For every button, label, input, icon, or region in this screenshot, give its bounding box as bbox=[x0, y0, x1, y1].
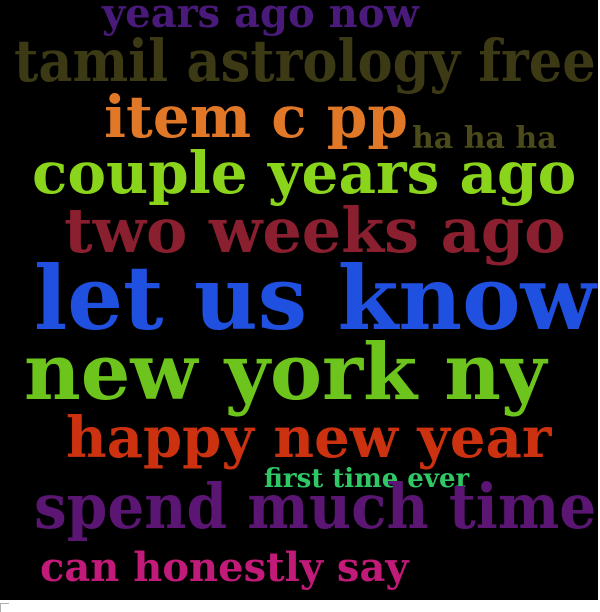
word-item-c-pp: item c pp bbox=[104, 83, 408, 151]
corner-mark bbox=[0, 603, 9, 612]
word-couple-years-ago: couple years ago bbox=[32, 139, 577, 207]
word-years-ago-now: years ago now bbox=[102, 0, 419, 37]
word-let-us-know: let us know bbox=[34, 246, 597, 350]
word-first-time-ever: first time ever bbox=[264, 464, 470, 494]
word-ha-ha-ha: ha ha ha bbox=[412, 121, 557, 156]
word-tamil-astrology-free: tamil astrology free bbox=[14, 27, 596, 95]
word-spend-much-time: spend much time bbox=[34, 470, 597, 543]
word-new-york-ny: new york ny bbox=[24, 327, 547, 418]
word-cloud-canvas: years ago now tamil astrology free item … bbox=[0, 0, 598, 600]
bottom-white-strip bbox=[0, 600, 600, 612]
word-happy-new-year: happy new year bbox=[66, 405, 552, 471]
word-two-weeks-ago: two weeks ago bbox=[64, 194, 566, 267]
word-can-honestly-say: can honestly say bbox=[40, 544, 409, 591]
